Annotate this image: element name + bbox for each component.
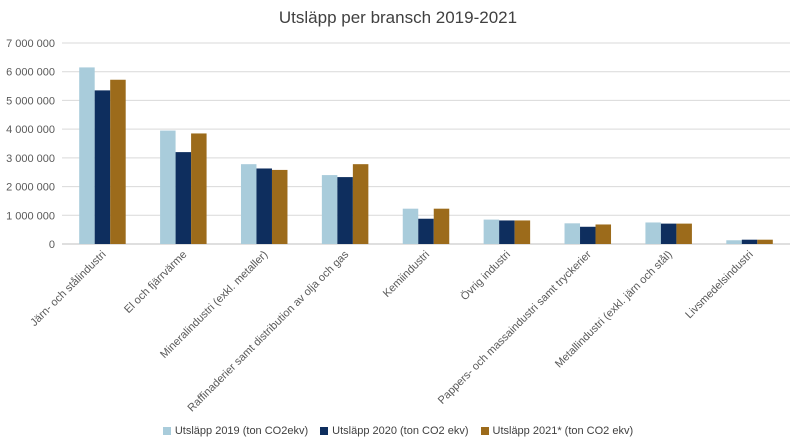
bar-1-6: [483, 219, 500, 244]
legend-swatch: [480, 427, 489, 435]
y-tick-label: 1 000 000: [6, 210, 55, 222]
bar-3-1: [110, 79, 126, 244]
bar-2-2: [175, 152, 192, 244]
y-tick-label: 4 000 000: [6, 124, 55, 136]
bar-3-4: [352, 164, 369, 244]
x-tick-label: Övrig industri: [459, 249, 513, 303]
bar-3-5: [433, 208, 450, 244]
legend-item-3: Utsläpp 2021* (ton CO2 ekv): [480, 425, 634, 437]
bar-2-9: [741, 239, 758, 244]
bar-1-8: [645, 222, 661, 244]
bar-2-5: [418, 218, 434, 244]
bar-1-2: [160, 130, 176, 244]
bar-3-8: [676, 223, 692, 244]
legend-swatch: [320, 427, 329, 435]
bar-1-7: [564, 223, 581, 244]
x-tick-label: Järn- och stålindustri: [28, 249, 108, 329]
y-tick-label: 2 000 000: [6, 182, 55, 194]
bar-3-2: [191, 133, 207, 244]
x-axis-ticks: Järn- och stålindustri El och fjärrvärmeM…: [28, 248, 755, 414]
legend-item-1: Utsläpp 2019 (ton CO2ekv): [162, 425, 309, 437]
y-tick-label: 5 000 000: [6, 95, 55, 107]
bar-3-3: [271, 169, 288, 244]
y-axis-ticks: 0 1 000 000 2 000 000 3 000 000 4 000 000 5 0…: [6, 38, 55, 251]
x-tick-label: Raffinaderier samt distribution av olja …: [186, 248, 352, 414]
bar-3-7: [595, 224, 612, 244]
x-tick-label: El och fjärrvärme: [122, 249, 189, 316]
x-tick-label: Pappers- och massaindustri samt tryckeri…: [436, 248, 594, 406]
legend-swatch: [162, 427, 171, 435]
bar-2-7: [580, 226, 596, 244]
bar-3-9: [757, 239, 773, 244]
legend-label: Utsläpp 2019 (ton CO2ekv): [174, 425, 309, 437]
bar-2-3: [256, 168, 272, 244]
bar-2-4: [337, 177, 353, 244]
bar-1-9: [726, 240, 742, 244]
bar-2-8: [660, 223, 677, 244]
legend-label: Utsläpp 2021* (ton CO2 ekv): [492, 425, 634, 437]
legend: Utsläpp 2019 (ton CO2ekv) Utsläpp 2020 (t…: [0, 425, 796, 438]
bar-1-3: [240, 164, 257, 244]
bar-1-5: [402, 208, 419, 244]
legend-label: Utsläpp 2020 (ton CO2 ekv): [332, 425, 469, 437]
x-tick-label: Kemiindustri: [381, 249, 432, 300]
y-tick-label: 6 000 000: [6, 67, 55, 79]
y-tick-label: 7 000 000: [6, 38, 55, 50]
bar-2-1: [94, 90, 111, 244]
bar-1-4: [321, 175, 338, 244]
y-tick-label: 3 000 000: [6, 153, 55, 165]
legend-item-2: Utsläpp 2020 (ton CO2 ekv): [320, 425, 469, 437]
x-tick-label: Livsmedelsindustri: [683, 249, 755, 321]
bar-1-1: [79, 67, 95, 245]
bars: [79, 67, 773, 245]
bar-3-6: [514, 220, 531, 244]
y-tick-label: 0: [49, 239, 55, 251]
chart-title: Utsläpp per bransch 2019-2021: [278, 8, 518, 27]
bar-2-6: [499, 220, 515, 244]
